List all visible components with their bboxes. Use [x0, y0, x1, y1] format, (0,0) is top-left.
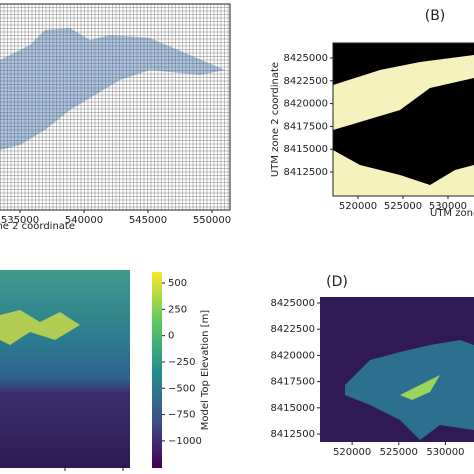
plot-frame — [332, 42, 474, 197]
x-tick-label: 540000 — [65, 215, 103, 226]
y-tick-label: 8422500 — [283, 76, 328, 87]
x-tick-label: 530000 — [429, 201, 467, 212]
plot-frame — [0, 3, 231, 211]
elevation-high — [0, 310, 80, 345]
mesh — [0, 4, 230, 210]
x-tick-label: 550000 — [193, 215, 231, 226]
y-tick-label: 8417500 — [270, 377, 315, 388]
colorbar — [152, 272, 162, 468]
y-tick-label: 8420000 — [283, 99, 328, 110]
y-tick-label: 8425000 — [283, 53, 328, 64]
active-area — [333, 150, 474, 196]
panel-label: (B) — [425, 8, 446, 24]
density-high — [400, 375, 440, 400]
colorbar-tick-label: 250 — [168, 304, 187, 315]
y-tick-label: 8415000 — [270, 403, 315, 414]
x-tick-label: 520000 — [339, 201, 377, 212]
colorbar-tick-label: −750 — [168, 410, 195, 421]
y-tick-label: 8415000 — [283, 144, 328, 155]
x-tick-label: 545000 — [129, 215, 167, 226]
density-area — [345, 340, 474, 440]
x-tick-label: 530000 — [426, 447, 464, 458]
colorbar-tick-label: 0 — [168, 331, 174, 342]
x-tick-label: 525000 — [384, 201, 422, 212]
y-tick-label: 8420000 — [270, 350, 315, 361]
x-axis-label: UTM zone 2 coordinate — [430, 208, 474, 219]
y-tick-label: 8412500 — [270, 429, 315, 440]
panel-label: (D) — [326, 274, 348, 290]
x-tick-label: 525000 — [380, 447, 418, 458]
y-tick-label: 8417500 — [283, 121, 328, 132]
y-tick-label: 8412500 — [283, 167, 328, 178]
x-tick-label: 520000 — [333, 447, 371, 458]
y-axis-label: UTM zone 2 coordinate — [270, 62, 281, 177]
y-tick-label: 8422500 — [270, 324, 315, 335]
colorbar-tick-label: −500 — [168, 383, 195, 394]
active-area — [333, 55, 474, 130]
colorbar-tick-label: 500 — [168, 278, 187, 289]
colorbar-tick-label: −250 — [168, 357, 195, 368]
x-tick-label: 535000 — [1, 215, 39, 226]
x-axis-label: UTM zone 2 coordinate — [0, 221, 75, 232]
y-tick-label: 8425000 — [270, 298, 315, 309]
colorbar-label: Model Top Elevation [m] — [200, 310, 211, 431]
colorbar-tick-label: −1000 — [168, 436, 202, 447]
elevation-map — [0, 270, 130, 468]
